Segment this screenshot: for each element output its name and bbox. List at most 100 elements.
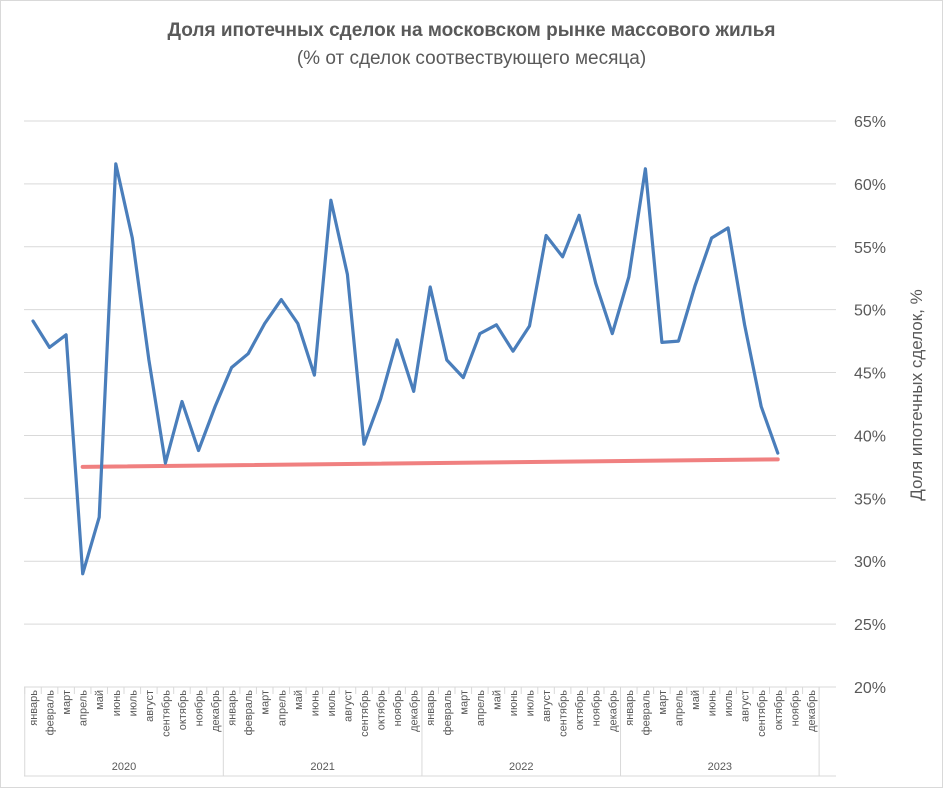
x-month-label: октябрь [773, 690, 785, 730]
data-point [395, 338, 399, 342]
data-point [213, 405, 217, 408]
x-month-label: март [458, 690, 470, 715]
x-month-label: июль [723, 690, 735, 717]
y-tick-label: 60% [854, 177, 886, 194]
x-month-label: август [144, 690, 156, 722]
x-month-label: ноябрь [591, 690, 603, 727]
y-tick-label: 30% [854, 554, 886, 571]
y-tick-label: 35% [854, 491, 886, 508]
y-tick-label: 45% [854, 366, 886, 383]
data-point [64, 333, 68, 337]
x-month-label: март [260, 690, 272, 715]
x-month-label: январь [227, 690, 239, 726]
x-month-label: апрель [673, 690, 685, 726]
data-point [280, 298, 283, 301]
x-month-label: октябрь [177, 690, 189, 730]
x-month-label: сентябрь [359, 690, 371, 737]
x-month-label: май [94, 690, 106, 710]
x-month-label: ноябрь [789, 690, 801, 727]
x-year-label: 2022 [509, 761, 533, 773]
data-point [511, 349, 515, 353]
x-month-label: август [740, 690, 752, 722]
x-month-label: декабрь [806, 690, 818, 732]
data-point [263, 322, 266, 325]
x-month-label: июль [127, 690, 139, 717]
x-year-label: 2023 [708, 761, 732, 773]
data-point [246, 352, 250, 355]
data-point [98, 516, 101, 519]
x-month-label: май [690, 690, 702, 710]
data-point [462, 376, 465, 379]
x-month-label: октябрь [376, 690, 388, 730]
data-point [660, 341, 664, 344]
data-point [164, 461, 167, 465]
data-point [627, 275, 630, 279]
y-axis-title: Доля ипотечных сделок, % [907, 289, 926, 500]
x-month-label: август [541, 690, 553, 722]
data-point [544, 234, 548, 237]
x-year-label: 2020 [112, 761, 136, 773]
x-month-label: апрель [475, 690, 487, 726]
x-month-label: апрель [276, 690, 288, 726]
x-month-label: декабрь [210, 690, 222, 732]
data-point [726, 226, 730, 230]
data-point [147, 358, 151, 362]
x-month-label: февраль [640, 690, 652, 736]
x-month-label: май [293, 690, 305, 710]
trend-line [80, 457, 780, 469]
data-point [478, 332, 482, 335]
data-point [561, 255, 564, 259]
data-point [131, 236, 134, 240]
x-month-label: январь [624, 690, 636, 726]
data-point [81, 572, 84, 575]
y-tick-label: 65% [854, 114, 886, 131]
data-point [114, 162, 117, 165]
data-point [346, 273, 349, 276]
data-point [594, 282, 597, 285]
data-point [611, 332, 614, 335]
x-month-label: июнь [707, 690, 719, 716]
x-month-label: июнь [111, 690, 123, 716]
x-month-label: март [657, 690, 669, 715]
data-point [445, 358, 448, 362]
x-month-label: июнь [309, 690, 321, 716]
data-point [495, 323, 498, 326]
x-month-label: март [61, 690, 73, 715]
x-month-label: январь [28, 690, 40, 726]
data-point [577, 214, 581, 217]
data-point [31, 319, 35, 323]
x-month-label: декабрь [607, 690, 619, 732]
x-month-label: июнь [508, 690, 520, 716]
x-month-label: сентябрь [160, 690, 172, 737]
x-month-label: май [491, 690, 503, 710]
x-year-label: 2021 [310, 761, 334, 773]
data-point [230, 366, 233, 369]
data-point [776, 451, 779, 455]
x-month-label: октябрь [574, 690, 586, 730]
x-month-label: апрель [78, 690, 90, 726]
x-month-label: ноябрь [392, 690, 404, 727]
data-point [429, 285, 432, 289]
y-tick-label: 25% [854, 617, 886, 634]
data-point [693, 284, 697, 287]
data-point [528, 324, 531, 328]
data-point [710, 236, 713, 240]
chart-title: Доля ипотечных сделок на московском рынк… [167, 20, 776, 41]
chart-subtitle: (% от сделок соотвествующего месяца) [296, 48, 647, 69]
x-month-label: ноябрь [194, 690, 206, 727]
data-point [362, 443, 366, 446]
x-month-label: февраль [442, 690, 454, 736]
data-point [412, 390, 415, 393]
data-point [677, 339, 680, 343]
x-month-label: июль [525, 690, 537, 717]
x-month-label: сентябрь [558, 690, 570, 737]
series-line-mortgage-share [31, 162, 780, 576]
data-point [296, 322, 299, 325]
x-month-label: январь [425, 690, 437, 726]
x-month-label: февраль [45, 690, 57, 736]
data-point [180, 400, 184, 403]
data-point [760, 405, 763, 408]
x-month-label: декабрь [409, 690, 421, 732]
data-point [644, 167, 647, 170]
